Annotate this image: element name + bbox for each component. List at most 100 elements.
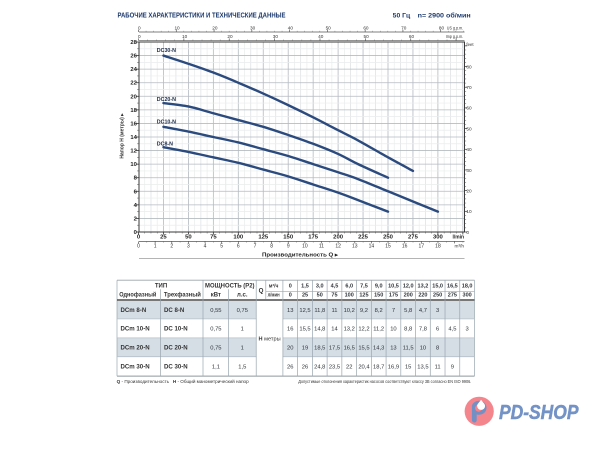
svg-text:19: 19 (302, 346, 308, 352)
svg-text:20: 20 (466, 188, 472, 193)
svg-text:МОЩНОСТЬ (P2): МОЩНОСТЬ (P2) (205, 284, 255, 290)
svg-text:9: 9 (287, 244, 290, 250)
svg-text:0: 0 (138, 34, 141, 39)
svg-text:12: 12 (335, 244, 341, 250)
svg-text:2: 2 (170, 244, 173, 250)
svg-text:6: 6 (436, 327, 439, 333)
svg-text:8: 8 (436, 346, 439, 352)
svg-text:30: 30 (466, 168, 472, 173)
svg-text:л/мин: л/мин (268, 293, 280, 299)
svg-text:6: 6 (134, 189, 138, 195)
svg-text:1: 1 (241, 346, 244, 352)
svg-text:13,2: 13,2 (344, 327, 355, 333)
svg-text:20: 20 (130, 94, 136, 100)
svg-text:16,5: 16,5 (447, 284, 458, 290)
svg-text:11,8: 11,8 (314, 308, 325, 314)
svg-text:feet: feet (466, 42, 474, 47)
svg-text:Однофазный: Однофазный (119, 292, 156, 299)
svg-text:4,7: 4,7 (419, 308, 427, 314)
svg-text:Q - Производительность H - О: Q - Производительность H - Общий маномет… (117, 378, 249, 384)
svg-text:20: 20 (212, 26, 218, 31)
svg-text:175: 175 (308, 235, 319, 241)
svg-text:18,5: 18,5 (314, 346, 325, 352)
svg-text:16: 16 (402, 244, 408, 250)
svg-text:25: 25 (160, 235, 167, 241)
svg-text:100: 100 (233, 235, 244, 241)
svg-text:17: 17 (419, 244, 425, 250)
svg-text:15,0: 15,0 (432, 284, 443, 290)
svg-text:Q: Q (259, 288, 264, 295)
svg-text:10: 10 (174, 26, 180, 31)
svg-text:14: 14 (369, 244, 375, 250)
svg-text:ТИП: ТИП (155, 284, 167, 290)
svg-text:13,2: 13,2 (418, 284, 429, 290)
svg-text:US g.p.m.: US g.p.m. (447, 26, 464, 31)
svg-text:70: 70 (466, 85, 472, 90)
svg-text:0: 0 (289, 284, 292, 290)
svg-text:Производительность Q ▸: Производительность Q ▸ (262, 252, 339, 258)
svg-text:23,5: 23,5 (329, 365, 340, 371)
svg-text:0: 0 (289, 293, 292, 299)
svg-text:12,2: 12,2 (358, 327, 369, 333)
svg-text:18,7: 18,7 (373, 365, 384, 371)
svg-text:4: 4 (134, 203, 138, 209)
svg-text:DC20-N: DC20-N (157, 97, 176, 103)
svg-text:0: 0 (134, 230, 137, 236)
svg-text:1,5: 1,5 (301, 284, 309, 290)
svg-text:40: 40 (318, 34, 324, 39)
svg-text:225: 225 (358, 235, 369, 241)
svg-text:80: 80 (466, 64, 472, 69)
svg-text:0,75: 0,75 (237, 308, 248, 314)
svg-text:250: 250 (433, 293, 442, 299)
svg-text:2: 2 (134, 216, 137, 222)
svg-text:18: 18 (435, 244, 441, 250)
svg-text:9: 9 (451, 365, 454, 371)
svg-text:15,5: 15,5 (358, 346, 369, 352)
svg-text:220: 220 (418, 293, 427, 299)
svg-text:DC 20-N: DC 20-N (164, 345, 188, 352)
svg-text:8: 8 (270, 244, 273, 250)
svg-text:9,2: 9,2 (360, 308, 368, 314)
svg-text:5,8: 5,8 (404, 308, 412, 314)
svg-text:25: 25 (302, 293, 308, 299)
svg-text:0: 0 (466, 230, 469, 235)
svg-text:m³/h: m³/h (455, 244, 465, 249)
svg-text:DC 10-N: DC 10-N (164, 326, 188, 333)
svg-text:24: 24 (130, 67, 137, 73)
svg-text:13: 13 (390, 346, 396, 352)
svg-text:125: 125 (359, 293, 368, 299)
svg-text:150: 150 (283, 235, 294, 241)
svg-text:12,0: 12,0 (403, 284, 414, 290)
svg-text:18: 18 (130, 108, 137, 114)
svg-text:0,75: 0,75 (210, 346, 221, 352)
svg-text:150: 150 (374, 293, 383, 299)
svg-text:125: 125 (258, 235, 269, 241)
svg-text:275: 275 (408, 235, 419, 241)
svg-text:11,2: 11,2 (373, 327, 384, 333)
svg-text:175: 175 (389, 293, 398, 299)
svg-text:13: 13 (352, 244, 358, 250)
svg-text:24,8: 24,8 (314, 365, 325, 371)
svg-text:10: 10 (390, 327, 396, 333)
svg-text:10: 10 (302, 244, 308, 250)
svg-text:9,0: 9,0 (375, 284, 383, 290)
svg-text:15: 15 (405, 365, 411, 371)
svg-text:200: 200 (333, 235, 344, 241)
svg-text:11: 11 (319, 244, 324, 250)
svg-text:22: 22 (130, 81, 136, 87)
svg-text:26: 26 (302, 365, 308, 371)
svg-text:10: 10 (130, 162, 136, 168)
svg-text:10: 10 (466, 209, 472, 214)
svg-text:26: 26 (287, 365, 293, 371)
svg-text:30: 30 (250, 26, 256, 31)
svg-text:10: 10 (182, 34, 188, 39)
svg-text:7: 7 (392, 308, 395, 314)
svg-text:50: 50 (326, 26, 332, 31)
svg-text:15: 15 (385, 244, 391, 250)
svg-text:18,0: 18,0 (462, 284, 473, 290)
svg-text:14,3: 14,3 (373, 346, 384, 352)
svg-text:17,5: 17,5 (329, 346, 340, 352)
svg-text:14,8: 14,8 (314, 327, 325, 333)
svg-text:0,55: 0,55 (210, 308, 221, 314)
svg-text:8,8: 8,8 (404, 327, 412, 333)
